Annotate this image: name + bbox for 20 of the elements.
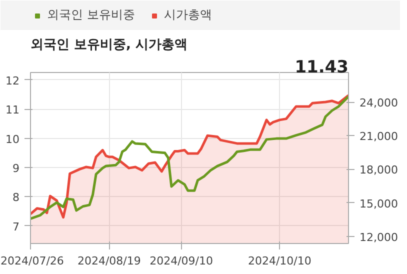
x-tick-label: 2024/09/10: [150, 254, 214, 268]
y2-tick-label: 18,000: [360, 164, 398, 177]
x-tick-label: 2024/07/26: [0, 254, 64, 268]
y-tick-label: 10: [6, 132, 20, 146]
y-tick-label: 11: [6, 104, 20, 117]
line-series: [30, 95, 348, 220]
y2-tick-label: 21,000: [360, 130, 398, 144]
y2-tick-label: 12,000: [360, 230, 398, 244]
y-tick-label: 7: [12, 220, 20, 234]
legend-label: 시가총액: [164, 6, 212, 24]
y-tick-label: 8: [12, 191, 20, 204]
chart-title: 외국인 보유비중, 시가총액: [30, 38, 188, 52]
legend-label: 외국인 보유비중: [47, 6, 135, 24]
y2-tick-label: 24,000: [360, 96, 398, 110]
y2-tick-label: 15,000: [360, 197, 398, 210]
x-tick-label: 2024/08/19: [77, 254, 141, 268]
y-tick-label: 9: [12, 162, 20, 175]
y-tick-label: 12: [6, 74, 20, 88]
annotation: 11.43: [294, 58, 349, 78]
x-tick-label: 2024/10/10: [248, 254, 312, 268]
